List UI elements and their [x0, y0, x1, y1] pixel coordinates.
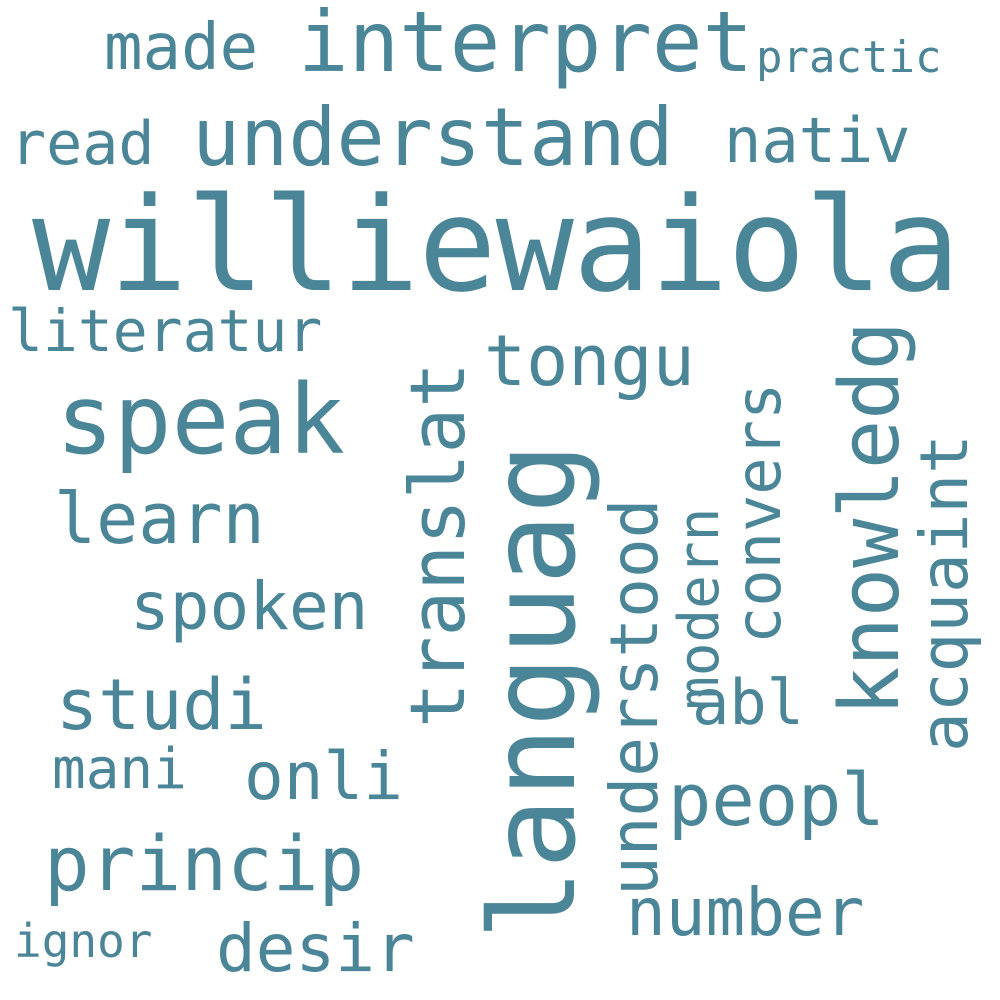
word-modern: modern — [667, 507, 732, 710]
word-tongu: tongu — [484, 320, 695, 402]
word-speak: speak — [56, 364, 345, 476]
word-understood: understood — [596, 498, 673, 896]
word-princip: princip — [44, 819, 365, 908]
word-translat: translat — [393, 361, 482, 728]
word-read: read — [10, 109, 155, 179]
word-onli: onli — [244, 738, 403, 815]
word-nativ: nativ — [724, 104, 911, 177]
word-number: number — [626, 874, 865, 951]
word-literatur: literatur — [8, 297, 323, 365]
word-interpret: interpret — [298, 0, 754, 91]
word-williewaiola: williewaiola — [32, 169, 960, 321]
word-studi: studi — [56, 664, 267, 746]
word-understand: understand — [192, 91, 674, 184]
word-learn: learn — [54, 478, 265, 560]
word-abl: abl — [692, 666, 804, 739]
word-made: made — [104, 11, 259, 85]
word-mani: mani — [52, 737, 187, 802]
word-spoken: spoken — [130, 568, 369, 645]
word-acquaint: acquaint — [906, 434, 983, 752]
word-languag: languag — [464, 442, 602, 940]
word-knowledg: knowledg — [823, 321, 918, 716]
word-practic: practic — [756, 32, 942, 83]
word-peopl: peopl — [668, 758, 885, 842]
word-ignor: ignor — [14, 914, 153, 968]
word-convers: convers — [722, 382, 795, 644]
word-desir: desir — [216, 910, 415, 987]
